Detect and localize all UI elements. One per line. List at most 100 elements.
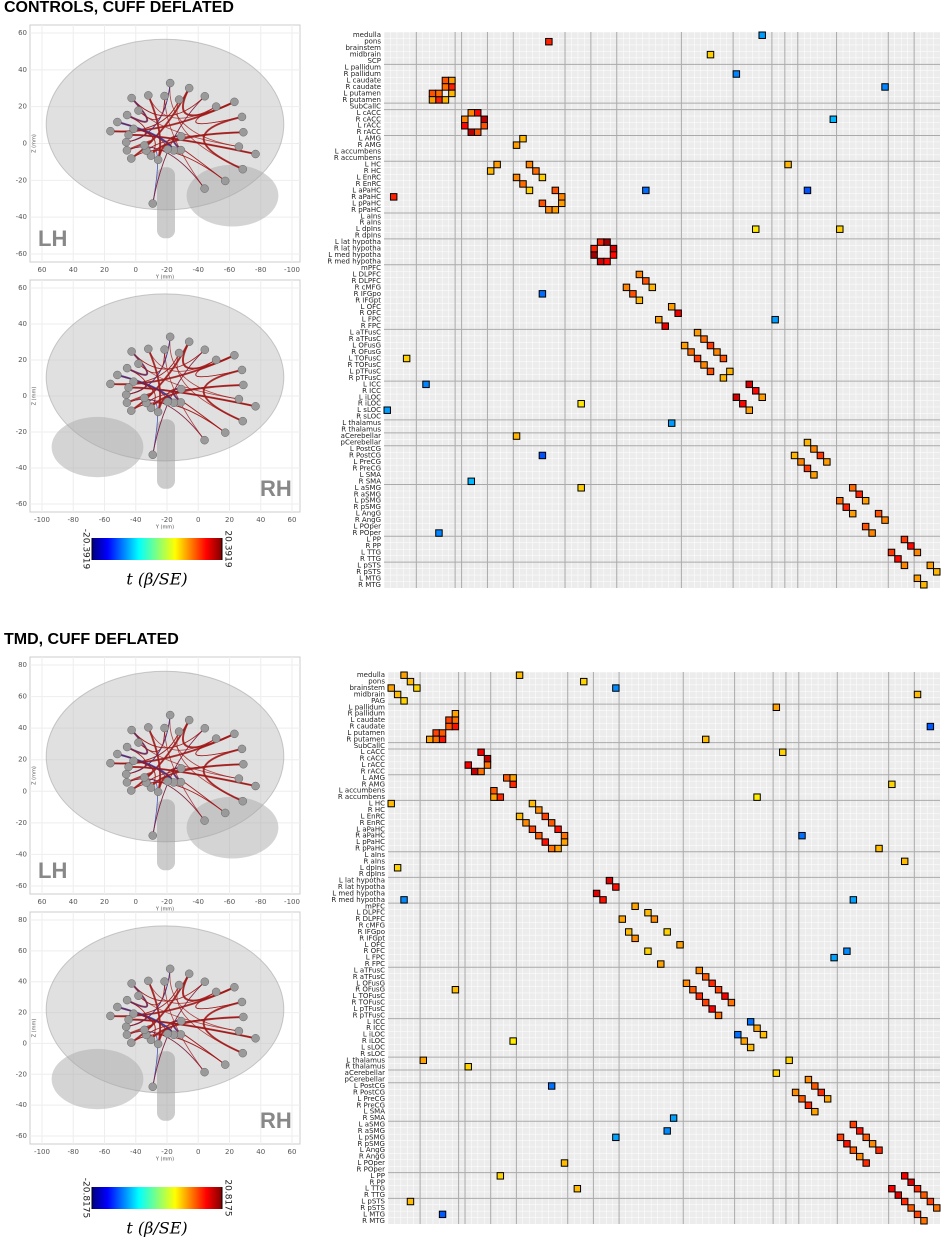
- y-tick-label: -60: [16, 882, 27, 890]
- matrix-cell: [387, 799, 395, 808]
- region-label: R pTFusC: [353, 1011, 386, 1019]
- matrix-cell: [830, 953, 838, 962]
- matrix-cell: [719, 374, 728, 382]
- node: [121, 137, 131, 147]
- matrix-cell: [547, 819, 556, 827]
- matrix-cell: [721, 992, 729, 1000]
- region-label: R IFGpo: [354, 290, 381, 298]
- matrix-cell: [503, 774, 511, 782]
- region-label: L MTG: [363, 1210, 385, 1218]
- region-label: L accumbens: [339, 787, 386, 795]
- region-label: R IFGpt: [355, 296, 381, 304]
- x-tick-label: -60: [224, 266, 235, 274]
- x-tick-label: 40: [69, 266, 78, 274]
- x-tick-label: 40: [69, 898, 78, 906]
- x-tick-label: 60: [38, 266, 47, 274]
- matrix-cell: [693, 328, 702, 337]
- edge: [147, 980, 217, 1004]
- matrix-cell: [913, 1184, 922, 1193]
- matrix-cell: [785, 1056, 793, 1065]
- region-label: R TOFusC: [352, 999, 386, 1007]
- matrix-cell: [674, 309, 682, 317]
- matrix-cell: [772, 1069, 781, 1077]
- node: [127, 786, 136, 795]
- region-label: L med hypotha: [328, 251, 381, 259]
- node: [127, 979, 136, 988]
- matrix-cell: [642, 277, 650, 285]
- region-label: L sLOC: [357, 406, 381, 414]
- matrix-cell: [900, 1197, 909, 1206]
- node: [184, 969, 194, 979]
- matrix-cell: [483, 761, 492, 769]
- region-label: R pPaHC: [355, 845, 385, 853]
- x-tick-label: -40: [193, 898, 204, 906]
- region-label: L PreCG: [357, 1095, 385, 1103]
- region-label: R PreCG: [352, 464, 381, 472]
- region-label: R putamen: [342, 96, 381, 104]
- x-tick-label: -40: [130, 1148, 141, 1156]
- region-label: R thalamus: [341, 426, 381, 434]
- node: [122, 398, 132, 407]
- y-tick-label: 0: [23, 392, 27, 400]
- region-label: L OFC: [360, 303, 381, 311]
- matrix-cell: [393, 690, 402, 699]
- matrix-cell: [868, 1140, 877, 1148]
- matrix-cell: [823, 1095, 832, 1103]
- region-label: L rACC: [362, 761, 386, 769]
- region-label: L putamen: [347, 729, 385, 737]
- matrix-cell: [856, 1152, 864, 1161]
- matrix-cell: [474, 128, 482, 136]
- y-tick-label: -20: [16, 1070, 27, 1078]
- matrix-cell: [538, 290, 547, 298]
- node: [238, 164, 248, 174]
- matrix-cell: [849, 1120, 858, 1129]
- region-label: L cACC: [357, 109, 382, 117]
- matrix-cell: [577, 484, 585, 492]
- region-label: R cMFG: [359, 922, 385, 930]
- region-label: R aSMG: [358, 1127, 385, 1135]
- matrix-cell: [558, 193, 566, 201]
- matrix-cell: [771, 315, 779, 324]
- matrix-cell: [727, 998, 736, 1007]
- matrix-cell: [680, 341, 689, 350]
- matrix-cell: [881, 83, 889, 91]
- matrix-cell: [843, 947, 851, 955]
- matrix-cell: [746, 1043, 755, 1052]
- matrix-cell: [509, 774, 517, 782]
- region-label: R MTG: [362, 1217, 385, 1225]
- edge: [126, 729, 148, 755]
- matrix-cell: [441, 96, 450, 104]
- matrix-cell: [435, 529, 443, 537]
- x-tick-label: -20: [161, 1148, 172, 1156]
- region-label: R accumbens: [334, 154, 382, 162]
- matrix-cell: [663, 928, 671, 936]
- hemisphere-label: RH: [260, 1108, 292, 1133]
- matrix-cell: [650, 915, 659, 923]
- node: [140, 393, 149, 403]
- region-label: L OFC: [364, 941, 385, 949]
- x-tick-label: 40: [256, 516, 265, 524]
- matrix-cell: [480, 115, 488, 124]
- node: [165, 332, 175, 342]
- node: [129, 124, 138, 134]
- x-tick-label: 20: [225, 1148, 234, 1156]
- node: [237, 365, 247, 375]
- matrix-cell: [538, 451, 547, 460]
- region-label: R pSMG: [354, 503, 381, 511]
- matrix-cell: [461, 115, 469, 124]
- node: [174, 348, 184, 358]
- matrix-cell: [732, 70, 741, 78]
- node: [230, 350, 239, 360]
- matrix-cell: [609, 251, 618, 259]
- region-label: R SMA: [359, 477, 382, 485]
- matrix-cell: [700, 335, 708, 343]
- matrix-cell: [740, 1037, 748, 1045]
- edge: [130, 87, 191, 160]
- edge: [164, 349, 205, 441]
- matrix-cell: [387, 684, 395, 692]
- region-label: mPFC: [365, 902, 385, 910]
- y-tick-label: 20: [18, 756, 27, 764]
- region-label: pCerebellar: [345, 1076, 386, 1084]
- matrix-cell: [596, 238, 605, 246]
